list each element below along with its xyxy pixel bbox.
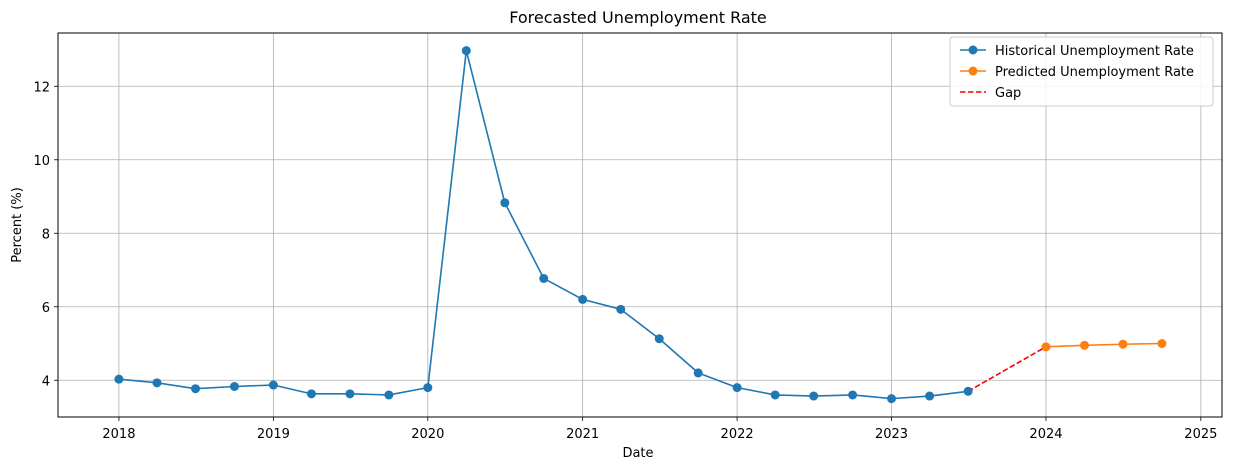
legend-entry: Gap <box>995 86 1021 101</box>
data-point-series-1 <box>1118 339 1128 349</box>
plot-lines <box>114 46 1167 404</box>
legend-marker <box>968 66 978 76</box>
data-point-series-0 <box>848 390 858 400</box>
data-point-series-0 <box>114 374 124 384</box>
y-tick-label: 10 <box>33 154 50 169</box>
data-point-series-0 <box>461 46 471 56</box>
data-point-series-0 <box>693 368 703 378</box>
data-point-series-0 <box>384 390 394 400</box>
x-tick-label: 2022 <box>721 427 754 442</box>
plot-frame <box>57 32 1223 418</box>
data-point-series-0 <box>306 389 316 399</box>
x-tick-label: 2023 <box>875 427 908 442</box>
x-tick-label: 2018 <box>102 427 135 442</box>
chart-title: Forecasted Unemployment Rate <box>509 8 767 27</box>
y-tick-label: 12 <box>33 80 50 95</box>
data-point-series-0 <box>500 198 510 208</box>
legend: Historical Unemployment Rate Predicted Un… <box>949 36 1214 107</box>
x-axis: 2018 2019 2020 2021 2022 2023 2024 2025 <box>102 417 1217 442</box>
series-line-1 <box>1045 342 1162 348</box>
data-point-series-0 <box>578 294 588 304</box>
data-point-series-0 <box>963 386 973 396</box>
x-tick-label: 2025 <box>1184 427 1217 442</box>
x-axis-label: Date <box>622 446 653 461</box>
data-point-series-0 <box>423 383 433 393</box>
x-tick-label: 2020 <box>411 427 444 442</box>
x-tick-label: 2024 <box>1029 427 1062 442</box>
y-axis-label: Percent (%) <box>10 187 25 263</box>
data-point-series-1 <box>1079 340 1089 350</box>
y-tick-label: 8 <box>42 227 50 242</box>
data-point-series-0 <box>809 391 819 401</box>
data-point-series-0 <box>654 334 664 344</box>
data-point-series-0 <box>345 389 355 399</box>
data-point-series-0 <box>268 380 278 390</box>
data-point-series-0 <box>925 391 935 401</box>
legend-entry: Historical Unemployment Rate <box>995 44 1194 59</box>
data-point-series-0 <box>616 304 626 314</box>
x-tick-label: 2019 <box>257 427 290 442</box>
data-point-series-0 <box>539 273 549 283</box>
legend-marker <box>968 45 978 55</box>
data-point-series-0 <box>191 384 201 394</box>
y-tick-label: 6 <box>42 301 50 316</box>
data-point-series-0 <box>770 390 780 400</box>
data-point-series-1 <box>1041 342 1051 352</box>
data-point-series-0 <box>229 382 239 392</box>
y-axis: 4 6 8 10 12 <box>33 80 58 389</box>
data-point-series-0 <box>887 394 897 404</box>
series-line-0 <box>118 49 969 400</box>
legend-box <box>949 36 1214 107</box>
data-point-series-0 <box>152 378 162 388</box>
data-point-series-1 <box>1157 339 1167 349</box>
legend-entry: Predicted Unemployment Rate <box>995 65 1194 80</box>
series-line-2 <box>967 346 1047 392</box>
data-point-series-0 <box>732 383 742 393</box>
y-tick-label: 4 <box>42 374 50 389</box>
x-tick-label: 2021 <box>566 427 599 442</box>
